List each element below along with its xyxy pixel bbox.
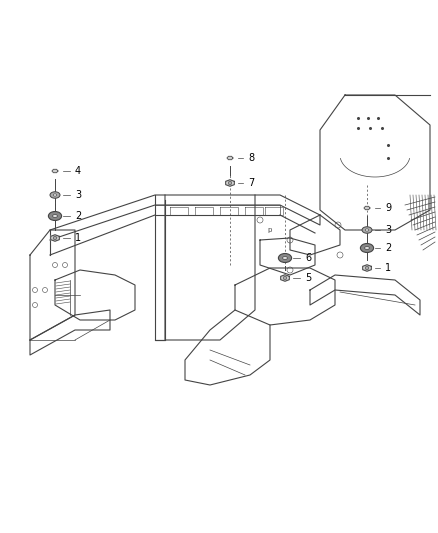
Ellipse shape [53,194,57,196]
Ellipse shape [279,254,292,262]
Polygon shape [227,156,233,160]
Text: 1: 1 [75,233,81,243]
Text: 4: 4 [75,166,81,176]
Ellipse shape [365,229,369,231]
Text: 5: 5 [305,273,311,283]
Polygon shape [51,235,59,241]
Circle shape [228,181,232,185]
Polygon shape [281,274,290,281]
Text: 3: 3 [75,190,81,200]
Polygon shape [364,206,370,209]
Polygon shape [363,265,371,271]
Polygon shape [226,180,234,186]
Ellipse shape [360,244,374,253]
Circle shape [283,276,287,280]
Text: 2: 2 [75,211,81,221]
Ellipse shape [283,256,287,260]
Ellipse shape [50,192,60,198]
Text: 3: 3 [385,225,391,235]
Polygon shape [52,169,58,173]
Text: p: p [268,227,272,233]
Ellipse shape [49,212,62,221]
Text: 7: 7 [248,178,254,188]
Text: 6: 6 [305,253,311,263]
Text: 2: 2 [385,243,391,253]
Circle shape [53,236,57,240]
Text: 8: 8 [248,153,254,163]
Ellipse shape [53,214,57,217]
Text: 1: 1 [385,263,391,273]
Text: 9: 9 [385,203,391,213]
Ellipse shape [364,246,369,249]
Ellipse shape [362,227,372,233]
Circle shape [365,266,369,270]
